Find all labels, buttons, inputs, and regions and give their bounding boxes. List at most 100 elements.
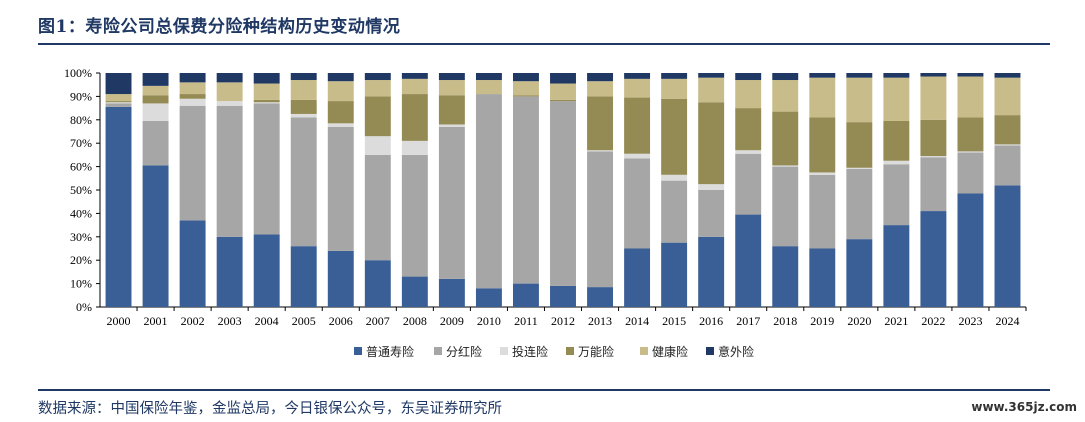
- bar-segment-4: [253, 99, 280, 103]
- bar-segment-2: [142, 120, 169, 166]
- bar-segment-2: [179, 105, 206, 221]
- bar-segment-4: [920, 119, 947, 157]
- bar-segment-4: [772, 111, 799, 166]
- x-tick-label: 2001: [144, 314, 168, 328]
- bar-segment-6: [883, 73, 910, 78]
- bar-segment-1: [142, 165, 169, 307]
- bar-segment-6: [142, 73, 169, 86]
- y-tick-label: 20%: [70, 253, 92, 267]
- bar-segment-6: [216, 73, 243, 83]
- bar-segment-6: [809, 73, 836, 78]
- bar-segment-1: [105, 106, 132, 308]
- bar-segment-6: [179, 73, 206, 83]
- x-tick-label: 2000: [107, 314, 131, 328]
- bar-segment-1: [216, 236, 243, 307]
- bar-segment-6: [105, 73, 132, 95]
- bar-segment-5: [587, 81, 614, 97]
- legend-swatch: [706, 347, 714, 355]
- legend-label: 健康险: [652, 344, 688, 359]
- bar-segment-4: [883, 120, 910, 161]
- bar-segment-4: [735, 108, 762, 151]
- x-tick-label: 2007: [366, 314, 390, 328]
- y-tick-label: 50%: [70, 183, 92, 197]
- bar-segment-6: [661, 73, 688, 79]
- bar-segment-1: [661, 242, 688, 307]
- bar-segment-2: [216, 105, 243, 237]
- x-tick-label: 2004: [255, 314, 279, 328]
- bar-segment-4: [438, 95, 465, 125]
- bar-segment-6: [364, 73, 391, 81]
- bar-segment-5: [994, 77, 1021, 116]
- chart-axes: 0% 10% 20% 30% 40% 50% 60% 70% 80% 90% 100%: [64, 66, 1026, 314]
- bar-segment-4: [550, 99, 576, 102]
- legend-swatch: [500, 347, 508, 355]
- bar-segment-2: [883, 164, 910, 226]
- y-tick-label: 30%: [70, 230, 92, 244]
- bar-segment-3: [846, 167, 873, 169]
- bar-segment-3: [772, 165, 799, 167]
- bar-segment-2: [587, 151, 614, 288]
- bar-segment-4: [994, 115, 1021, 145]
- bar-segment-5: [883, 77, 910, 121]
- bar-segment-5: [475, 80, 502, 95]
- bar-segment-3: [661, 174, 688, 181]
- bar-segment-6: [698, 73, 725, 78]
- bar-segment-3: [994, 144, 1021, 146]
- bar-segment-1: [364, 260, 391, 307]
- bar-segment-2: [327, 126, 354, 251]
- bar-segment-2: [994, 145, 1021, 186]
- bar-segment-2: [364, 154, 391, 261]
- bar-segment-6: [772, 73, 799, 81]
- bar-segment-6: [846, 73, 873, 78]
- bar-segment-1: [179, 220, 206, 307]
- bar-segment-2: [920, 157, 947, 212]
- bar-segment-5: [846, 77, 873, 123]
- bar-segment-1: [587, 287, 614, 307]
- watermark: www.365jz.com: [971, 400, 1077, 414]
- x-tick-label: 2008: [403, 314, 427, 328]
- bar-segment-5: [290, 80, 317, 100]
- x-tick-label: 2005: [292, 314, 316, 328]
- x-tick-label: 2021: [884, 314, 908, 328]
- bar-segment-2: [550, 101, 576, 286]
- legend-label: 普通寿险: [366, 344, 414, 359]
- bar-segment-1: [624, 248, 651, 307]
- bar-segment-2: [735, 153, 762, 215]
- bar-segment-4: [179, 94, 206, 99]
- bar-segment-2: [438, 126, 465, 279]
- x-tick-label: 2018: [773, 314, 797, 328]
- x-tick-label: 2017: [736, 314, 760, 328]
- y-tick-label: 10%: [70, 277, 92, 291]
- bar-segment-3: [698, 184, 725, 190]
- bar-segment-6: [550, 73, 576, 84]
- bar-segment-1: [550, 285, 576, 307]
- bar-segment-1: [475, 288, 502, 307]
- x-tick-label: 2024: [995, 314, 1019, 328]
- bar-segment-4: [364, 96, 391, 137]
- bar-segment-2: [105, 103, 132, 107]
- bar-segment-2: [957, 152, 984, 194]
- bar-segment-2: [846, 168, 873, 240]
- bar-segment-2: [401, 154, 428, 277]
- bar-segment-5: [957, 76, 984, 118]
- bar-segment-3: [401, 140, 428, 155]
- bar-segment-5: [216, 82, 243, 102]
- bar-segment-3: [327, 123, 354, 127]
- bar-segment-1: [920, 211, 947, 307]
- x-tick-label: 2019: [810, 314, 834, 328]
- bar-segment-4: [957, 117, 984, 152]
- bar-segment-4: [401, 94, 428, 141]
- y-tick-label: 80%: [70, 113, 92, 127]
- bar-segment-3: [105, 102, 132, 104]
- bar-segment-5: [179, 82, 206, 95]
- bar-segment-2: [772, 166, 799, 247]
- bar-segment-3: [290, 113, 317, 118]
- bar-segment-6: [475, 73, 502, 81]
- bar-segment-6: [253, 73, 280, 84]
- bar-segment-2: [475, 94, 502, 289]
- legend-swatch: [354, 347, 362, 355]
- bar-segment-1: [957, 193, 984, 307]
- title-divider: [38, 43, 1050, 45]
- y-tick-label: 60%: [70, 160, 92, 174]
- chart-bars: [105, 73, 1021, 308]
